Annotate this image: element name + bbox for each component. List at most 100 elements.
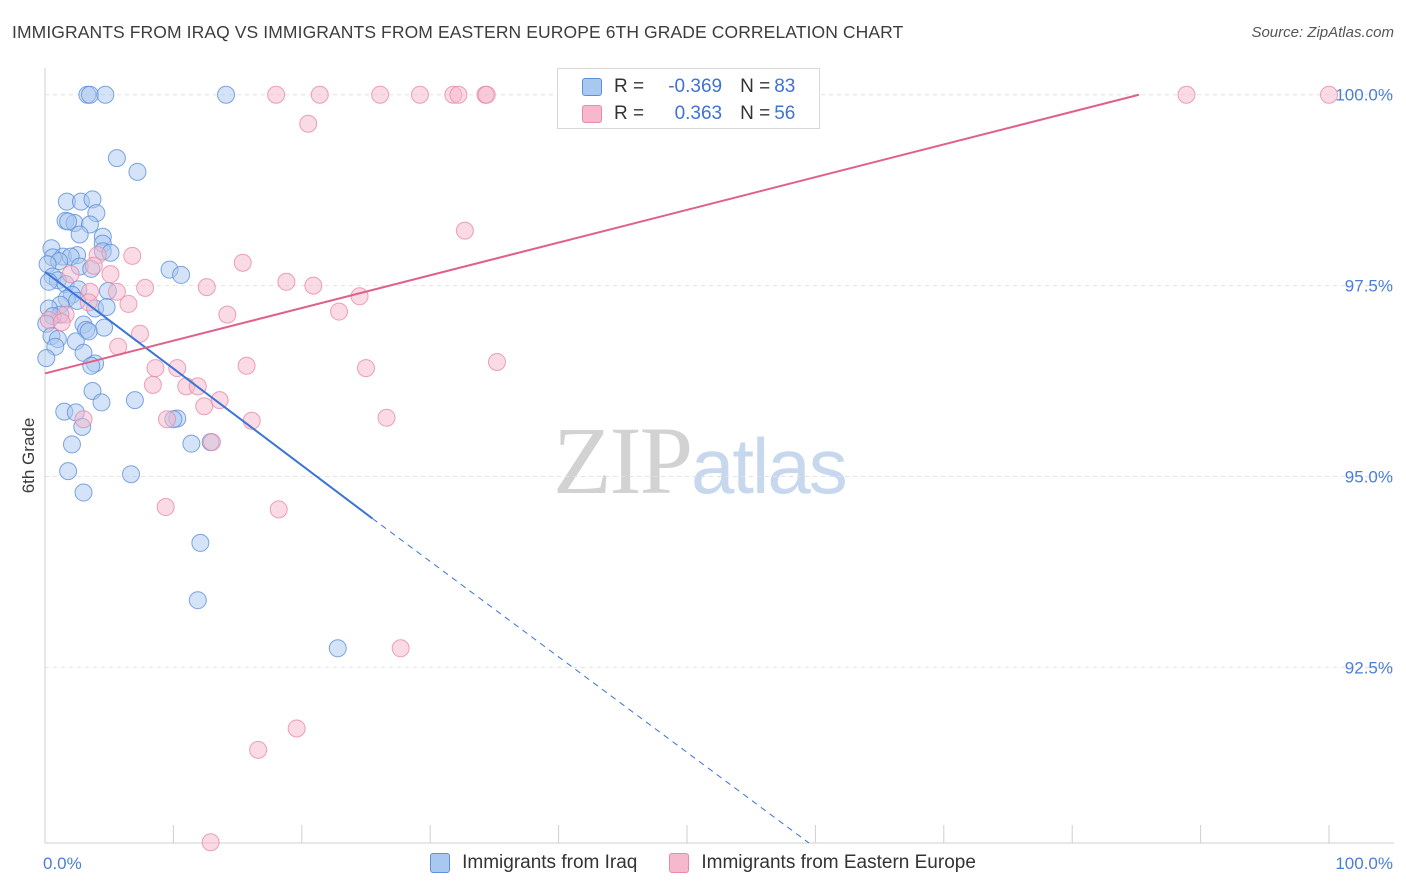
iraq-point: [182, 434, 201, 453]
legend-r-value: -0.369: [668, 76, 723, 97]
series-swatch-eastern-europe: [669, 853, 690, 873]
eastern-europe-point: [304, 276, 323, 295]
eastern-europe-point: [168, 359, 187, 378]
iraq-point: [217, 85, 236, 104]
eastern-europe-point: [84, 256, 103, 275]
legend-n-value: 56: [774, 103, 796, 124]
chart-title: IMMIGRANTS FROM IRAQ VS IMMIGRANTS FROM …: [12, 22, 904, 42]
legend-n-label: N =: [740, 103, 771, 124]
eastern-europe-point: [157, 410, 176, 429]
y-tick-label: 95.0%: [1345, 467, 1393, 486]
eastern-europe-point: [143, 375, 162, 394]
eastern-europe-point: [136, 278, 155, 297]
series-legend-eastern-europe: Immigrants from Eastern Europe: [669, 852, 976, 874]
iraq-point: [125, 391, 144, 410]
eastern-europe-point: [1320, 85, 1338, 104]
eastern-europe-point: [74, 410, 93, 429]
y-tick-label: 97.5%: [1345, 277, 1393, 296]
iraq-point: [37, 349, 56, 368]
iraq-point: [62, 435, 81, 454]
iraq-point: [96, 85, 115, 104]
y-tick-label: 92.5%: [1345, 658, 1393, 677]
legend-r-label: R =: [614, 103, 645, 124]
eastern-europe-point: [410, 85, 429, 104]
eastern-europe-point: [119, 294, 138, 313]
eastern-europe-point: [1177, 85, 1196, 104]
series-label-eastern-europe: Immigrants from Eastern Europe: [701, 852, 976, 873]
legend-r-value: 0.363: [674, 103, 723, 124]
eastern-europe-point: [202, 433, 221, 452]
eastern-europe-point: [79, 293, 98, 312]
iraq-point: [59, 462, 78, 481]
eastern-europe-point: [249, 740, 268, 759]
chart-source: Source: ZipAtlas.com: [1251, 24, 1394, 41]
legend-r-label: R =: [614, 76, 645, 97]
iraq-point: [191, 533, 210, 552]
x-tick-label-left: 0.0%: [43, 854, 82, 873]
iraq-point: [74, 483, 93, 502]
iraq-trend-extension: [372, 518, 810, 844]
legend-swatch-eastern-europe: [582, 105, 602, 123]
iraq-point: [188, 591, 207, 610]
correlation-legend: R = -0.369 N = 83 R = 0.363 N = 56: [557, 68, 820, 129]
eastern-europe-point: [455, 221, 474, 240]
series-swatch-iraq: [430, 853, 451, 873]
eastern-europe-point: [299, 114, 318, 133]
iraq-point: [122, 465, 141, 484]
legend-n-value: 83: [774, 76, 796, 97]
eastern-europe-point: [156, 498, 175, 517]
watermark: ZIPatlas: [553, 405, 848, 516]
eastern-europe-point: [195, 397, 214, 416]
eastern-europe-point: [269, 500, 288, 519]
legend-n-label: N =: [740, 76, 771, 97]
eastern-europe-point: [201, 833, 220, 852]
eastern-europe-point: [218, 305, 237, 324]
eastern-europe-point: [371, 85, 390, 104]
eastern-europe-point: [391, 639, 410, 658]
series-legend-iraq: Immigrants from Iraq: [430, 852, 637, 874]
iraq-trend-line: [44, 271, 374, 520]
legend-row-iraq: R = -0.369 N = 83: [582, 75, 795, 99]
eastern-europe-point: [357, 359, 375, 378]
eastern-europe-point: [146, 359, 165, 378]
eastern-europe-point: [107, 282, 126, 301]
iraq-point: [80, 85, 99, 104]
eastern-europe-point: [237, 356, 256, 375]
watermark-atlas: atlas: [691, 422, 848, 510]
y-axis-title: 6th Grade: [19, 418, 38, 494]
iraq-point: [79, 322, 98, 341]
series-label-iraq: Immigrants from Iraq: [462, 852, 638, 873]
iraq-point: [107, 149, 126, 168]
eastern-europe-point: [233, 253, 252, 272]
iraq-point: [92, 393, 111, 412]
y-tick-label: 100.0%: [1335, 86, 1393, 105]
eastern-europe-trend-line: [44, 93, 1140, 375]
x-tick-label-right: 100.0%: [1335, 854, 1393, 873]
iraq-point: [328, 639, 347, 658]
eastern-europe-point: [123, 246, 142, 265]
eastern-europe-point: [449, 85, 468, 104]
eastern-europe-point: [61, 265, 80, 284]
eastern-europe-point: [310, 85, 329, 104]
legend-row-eastern-europe: R = 0.363 N = 56: [582, 102, 795, 126]
eastern-europe-point: [377, 408, 396, 427]
eastern-europe-point: [330, 302, 349, 321]
eastern-europe-point: [101, 265, 120, 284]
eastern-europe-point: [277, 272, 296, 291]
watermark-zip: ZIP: [553, 407, 693, 514]
iraq-point: [70, 225, 89, 244]
series-legend: Immigrants from Iraq Immigrants from Eas…: [0, 852, 1406, 874]
eastern-europe-point: [52, 313, 71, 332]
eastern-europe-point: [477, 85, 496, 104]
iraq-point: [172, 265, 191, 284]
iraq-point: [128, 162, 147, 181]
legend-swatch-iraq: [582, 78, 602, 96]
iraq-point: [97, 297, 116, 316]
eastern-europe-point: [350, 287, 369, 306]
eastern-europe-point: [210, 391, 229, 410]
iraq-point: [59, 212, 78, 231]
eastern-europe-point: [287, 719, 306, 738]
eastern-europe-point: [267, 85, 286, 104]
eastern-europe-point: [197, 278, 216, 297]
